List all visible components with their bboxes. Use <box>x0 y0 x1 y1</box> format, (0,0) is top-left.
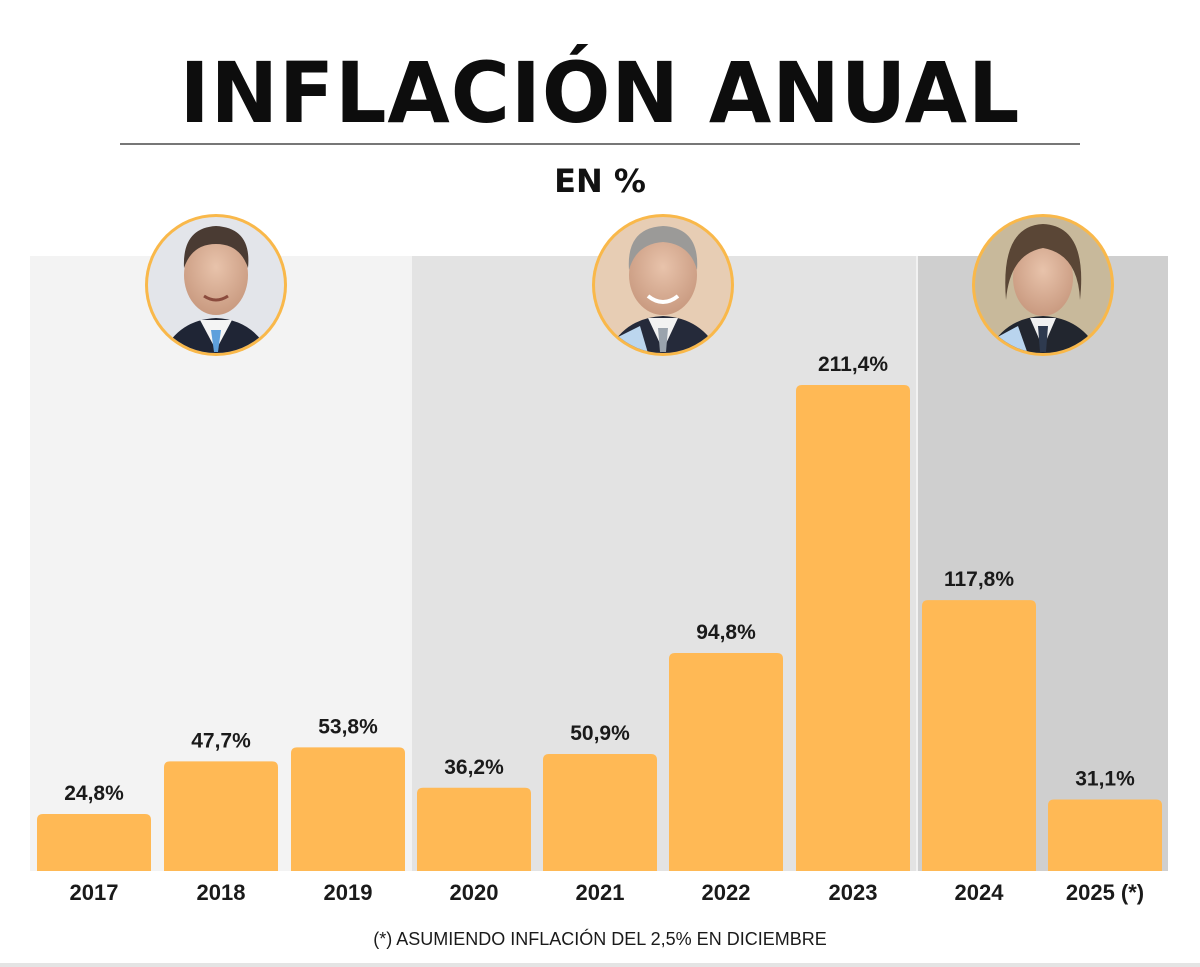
bar-2020 <box>417 787 531 871</box>
category-label: 2017 <box>70 880 119 905</box>
category-label: 2021 <box>576 880 625 905</box>
president-portrait-3 <box>972 214 1114 356</box>
category-label: 2019 <box>324 880 373 905</box>
category-label: 2023 <box>829 880 878 905</box>
category-label: 2018 <box>197 880 246 905</box>
bottom-border <box>0 963 1200 967</box>
category-label: 2020 <box>450 880 499 905</box>
value-label: 211,4% <box>818 353 888 376</box>
category-label: 2025 (*) <box>1066 880 1144 905</box>
bar-2023 <box>796 385 910 871</box>
period-separator <box>916 256 918 871</box>
bar-2025 <box>1048 799 1162 871</box>
value-label: 50,9% <box>570 722 630 745</box>
bar-2019 <box>291 747 405 871</box>
value-label: 53,8% <box>318 715 378 738</box>
footnote: (*) ASUMIENDO INFLACIÓN DEL 2,5% EN DICI… <box>373 929 827 949</box>
bar-2017 <box>37 813 151 871</box>
value-label: 31,1% <box>1075 768 1135 791</box>
value-label: 94,8% <box>696 621 756 644</box>
category-label: 2022 <box>702 880 751 905</box>
chart-title: INFLACIÓN ANUAL <box>179 44 1021 142</box>
value-label: 47,7% <box>191 729 251 752</box>
category-label: 2024 <box>955 880 1005 905</box>
value-label: 24,8% <box>64 782 124 805</box>
value-label: 36,2% <box>444 756 504 779</box>
president-portrait-2 <box>592 214 734 356</box>
president-portrait-1 <box>145 214 287 356</box>
title-divider <box>120 143 1080 145</box>
bar-2024 <box>922 600 1036 871</box>
value-label: 117,8% <box>944 568 1014 591</box>
chart-subtitle: EN % <box>554 162 646 200</box>
bar-2018 <box>164 761 278 871</box>
bar-2022 <box>669 653 783 871</box>
bar-2021 <box>543 753 657 871</box>
